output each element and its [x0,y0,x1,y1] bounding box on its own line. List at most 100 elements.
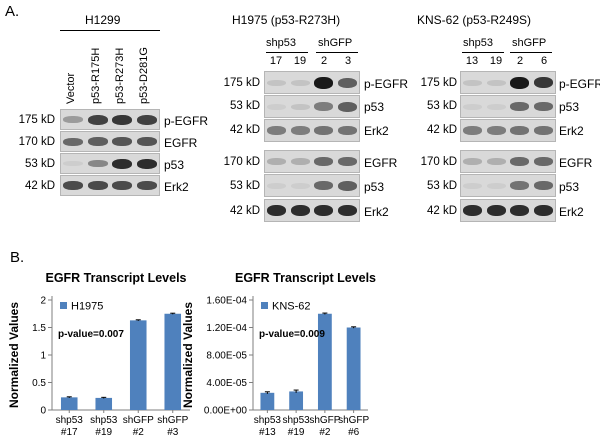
blot-band [510,157,530,166]
h1975-blot-strip [264,95,360,118]
y-tick-label: 2 [40,296,46,307]
blot-band [463,158,483,165]
h1975-group-label: shGFP [318,37,353,49]
protein-label: p53 [364,180,385,194]
h1975-title: H1975 (p53-R273H) [232,13,341,27]
x-tick-label-line1: shGFP [338,415,369,426]
blot-band [63,116,84,123]
bar [95,397,113,410]
blot-band [533,157,553,166]
y-tick-label: 1 [40,351,46,362]
kns62-blot-strip [460,150,556,173]
blot-band [314,205,334,216]
bar [260,392,275,410]
kd-label: 53 kD [229,100,260,112]
kd-label: 42 kD [426,124,457,136]
panel-a-letter: A. [5,3,20,20]
blot-band [463,126,483,135]
h1975-lane-label: 3 [344,55,352,67]
blot-band [463,205,483,216]
kns62-group-label: shGFP [512,37,547,49]
x-tick-label-line1: shGFP [123,415,154,426]
blot-band [87,160,108,167]
blot-band [267,103,287,110]
protein-label: EGFR [164,136,198,150]
blot-band [112,158,133,169]
kd-label: 42 kD [229,124,260,136]
kd-label: 53 kD [229,180,260,192]
x-tick-label-line2: #3 [167,427,179,438]
protein-label: p-EGFR [364,77,409,91]
y-tick-label: 0.5 [32,378,46,389]
kns62-blot-strip [460,199,556,222]
kd-label: 42 kD [426,205,457,217]
bar [129,320,147,410]
h1975-lane-label: 17 [269,55,283,67]
legend-label: H1975 [71,301,103,313]
blot-band [112,137,133,146]
h1299-blot-strip [60,109,160,130]
kd-label: 42 kD [24,180,55,192]
blot-band [463,182,483,189]
kd-label: 53 kD [426,100,457,112]
kns62-group-label: shp53 [463,37,493,49]
blot-band [463,103,483,110]
kns62-lane-label: 2 [516,55,524,67]
h1975-lane-label: 2 [320,55,328,67]
y-tick-label: 1.60E-04 [206,296,247,307]
h1299-blot-strip [60,153,160,174]
y-tick-label: 1.20E-04 [206,323,247,334]
protein-label: p53 [364,100,385,114]
x-tick-label-line2: #13 [259,427,276,438]
protein-label: p53 [559,180,580,194]
blot-band [337,157,357,166]
bar [60,397,78,410]
blot-band [337,77,357,88]
h1975-blot-strip [264,174,360,197]
blot-band [533,181,553,190]
protein-label: Erk2 [559,124,584,138]
blot-band [510,181,530,190]
x-tick-label-line1: shGFP [157,415,188,426]
group-underline [510,52,552,53]
blot-band [314,181,334,190]
blot-band [136,158,157,169]
blot-band [267,126,287,135]
bar [317,313,332,410]
blot-band [112,181,133,190]
blot-band [463,79,483,86]
legend-swatch [261,302,268,309]
bar [164,313,182,410]
blot-band [63,137,84,146]
blot-band [267,79,287,86]
x-tick-label-line2: #2 [133,427,145,438]
x-tick-label-line1: shp53 [90,415,118,426]
blot-band [337,126,357,135]
blot-band [486,103,506,110]
blot-band [337,101,357,112]
legend-label: KNS-62 [272,301,311,313]
protein-label: EGFR [364,156,398,170]
protein-label: p-EGFR [559,77,600,91]
h1299-blot-strip [60,175,160,196]
x-tick-label-line1: shGFP [309,415,340,426]
blot-band [267,205,287,216]
h1975-lane-label: 19 [293,55,307,67]
blot-band [486,79,506,86]
p-value-annotation: p-value=0.009 [259,329,325,340]
kns62-title: KNS-62 (p53-R249S) [417,13,532,27]
blot-band [63,181,84,190]
blot-band [87,181,108,190]
h1975-blot-strip [264,199,360,222]
h1975-blot-strip [264,150,360,173]
kd-label: 170 kD [420,156,457,168]
group-underline [462,52,504,53]
kd-label: 175 kD [223,77,260,89]
blot-band [510,102,530,111]
blot-band [314,157,334,166]
kns62-blot-strip [460,174,556,197]
blot-band [63,161,84,166]
bar [346,327,361,410]
blot-band [486,158,506,165]
bar [289,391,304,410]
